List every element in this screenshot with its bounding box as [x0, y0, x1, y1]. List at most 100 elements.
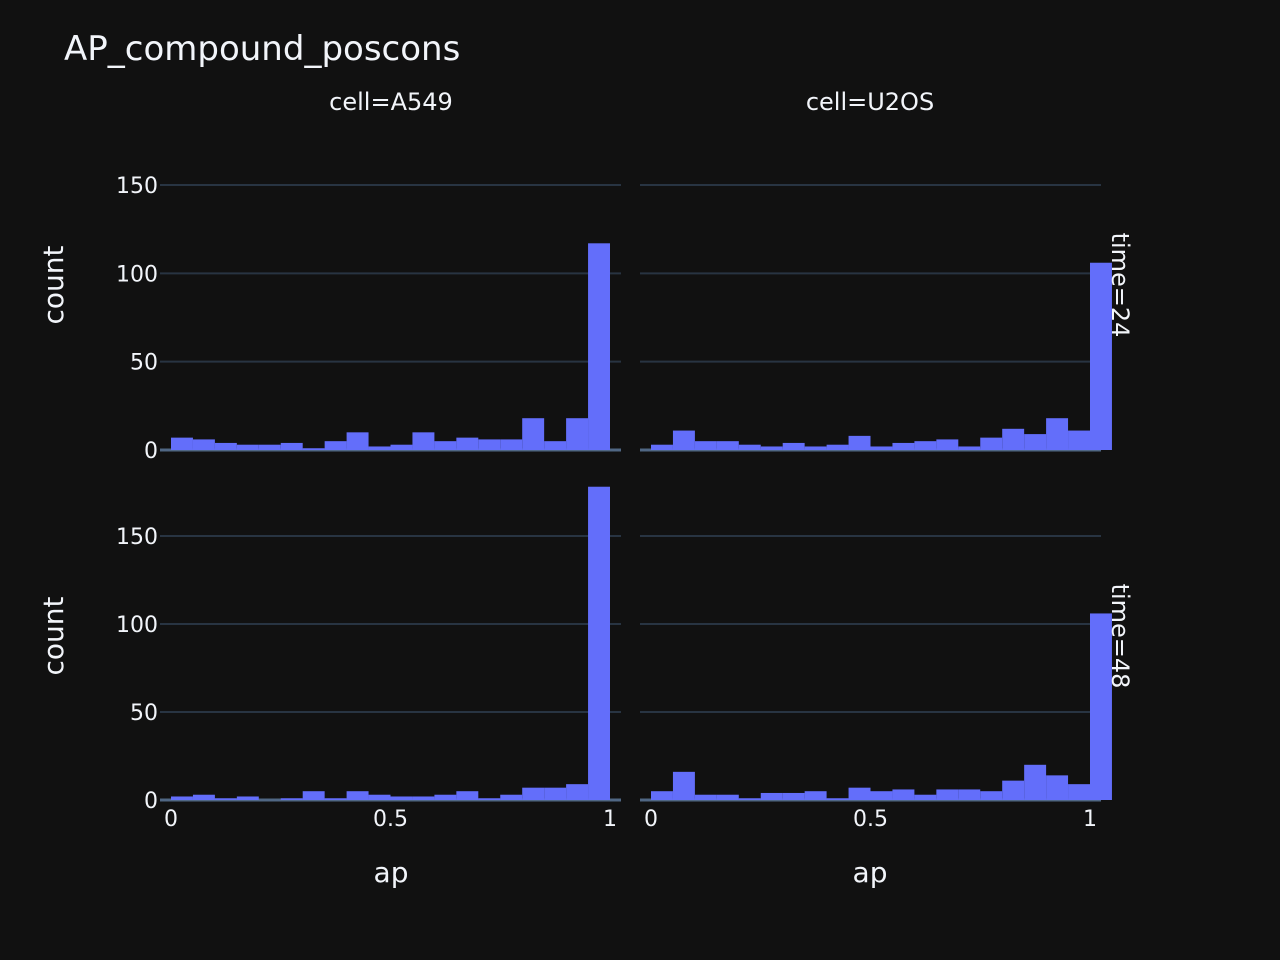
- histogram-bar: [258, 444, 281, 450]
- y-axis-title-bottom: count: [37, 596, 70, 675]
- histogram-bar: [870, 791, 893, 800]
- x-axis-title-left: ap: [374, 856, 409, 889]
- histogram-bar: [456, 791, 479, 800]
- histogram-bar: [1046, 775, 1069, 800]
- histogram-bar: [958, 789, 981, 800]
- histogram-bar: [958, 446, 981, 450]
- panel-a549-time24: 0 50 100 150: [116, 174, 621, 464]
- x-tick-label: 0.5: [373, 807, 408, 832]
- y-tick-label: 0: [144, 439, 158, 464]
- histogram-bar: [566, 418, 589, 450]
- histogram-bar: [302, 448, 325, 450]
- histogram-bar: [192, 439, 215, 450]
- histogram-bar: [672, 771, 695, 800]
- panel-u2os-time48: 0 0.5 1: [640, 535, 1112, 832]
- histogram-bar: [236, 444, 259, 450]
- y-tick-label: 150: [116, 174, 158, 199]
- histogram-bar: [324, 798, 347, 800]
- histogram-bar: [1090, 262, 1112, 450]
- y-tick-label: 0: [144, 789, 158, 814]
- histogram-bar: [368, 446, 391, 450]
- panel-a549-time48: 0 50 100 150 0 0.5 1: [116, 486, 621, 832]
- histogram-bar: [804, 791, 827, 800]
- x-tick-label: 0: [644, 807, 658, 832]
- x-axis-title-right: ap: [853, 856, 888, 889]
- histogram-bar: [980, 437, 1003, 450]
- histogram-bar: [368, 794, 391, 800]
- y-axis-title-top: count: [37, 245, 70, 324]
- histogram-bar: [716, 441, 739, 450]
- histogram-bar: [434, 441, 457, 450]
- histogram-bar: [892, 789, 915, 800]
- histogram-bar: [694, 441, 717, 450]
- histogram-bar: [694, 794, 717, 800]
- histogram-bar: [914, 794, 937, 800]
- histogram-bar: [434, 794, 457, 800]
- histogram-bar: [390, 444, 413, 450]
- histogram-bar: [651, 791, 673, 800]
- histogram-bar: [980, 791, 1003, 800]
- histogram-bar: [171, 437, 193, 450]
- y-tick-label: 100: [116, 613, 158, 638]
- histogram-bar: [1002, 428, 1025, 450]
- y-tick-label: 50: [130, 351, 158, 376]
- histogram-bar: [478, 798, 501, 800]
- histogram-bar: [870, 446, 893, 450]
- chart-title: AP_compound_poscons: [64, 29, 460, 69]
- histogram-bar: [500, 794, 523, 800]
- histogram-bar: [280, 442, 303, 450]
- histogram-bar: [782, 792, 805, 800]
- col-label-u2os: cell=U2OS: [806, 88, 934, 116]
- histogram-bar: [522, 418, 545, 450]
- histogram-bar: [892, 442, 915, 450]
- histogram-bar: [588, 243, 610, 450]
- histogram-bar: [1046, 418, 1069, 450]
- y-tick-label: 100: [116, 262, 158, 287]
- histogram-bar: [280, 798, 303, 800]
- histogram-bar: [346, 791, 369, 800]
- histogram-bar: [1068, 430, 1090, 450]
- histogram-bar: [324, 441, 347, 450]
- x-tick-label: 1: [603, 807, 617, 832]
- histogram-bar: [192, 794, 215, 800]
- histogram-bar: [478, 439, 501, 450]
- y-tick-label: 50: [130, 701, 158, 726]
- x-tick-label: 0: [164, 807, 178, 832]
- histogram-bar: [588, 486, 610, 800]
- y-tick-label: 150: [116, 525, 158, 550]
- row-label-time24: time=24: [1106, 233, 1134, 338]
- histogram-bar: [914, 441, 937, 450]
- histogram-bar: [738, 444, 761, 450]
- histogram-bar: [848, 435, 871, 450]
- histogram-bar: [716, 794, 739, 800]
- histogram-bar: [936, 789, 959, 800]
- histogram-bar: [214, 442, 237, 450]
- histogram-bar: [804, 446, 827, 450]
- histogram-bar: [412, 796, 435, 800]
- histogram-bar: [936, 439, 959, 450]
- histogram-bar: [566, 784, 589, 800]
- histogram-bar: [760, 792, 783, 800]
- histogram-bar: [738, 798, 761, 800]
- histogram-bar: [1090, 613, 1112, 800]
- histogram-bar: [1024, 434, 1047, 450]
- histogram-bar: [236, 796, 259, 800]
- histogram-bar: [1068, 784, 1090, 800]
- histogram-bar: [1024, 764, 1047, 800]
- histogram-bar: [390, 796, 413, 800]
- histogram-bar: [782, 442, 805, 450]
- histogram-bar: [456, 437, 479, 450]
- histogram-bar: [672, 430, 695, 450]
- histogram-bar: [346, 432, 369, 450]
- histogram-bar: [848, 787, 871, 800]
- histogram-bar: [760, 446, 783, 450]
- histogram-bar: [412, 432, 435, 450]
- histogram-bar: [214, 798, 237, 800]
- row-label-time48: time=48: [1106, 584, 1134, 689]
- histogram-bar: [302, 791, 325, 800]
- histogram-bar: [522, 787, 545, 800]
- histogram-bar: [500, 439, 523, 450]
- histogram-bar: [651, 444, 673, 450]
- histogram-bar: [1002, 780, 1025, 800]
- col-label-a549: cell=A549: [329, 88, 453, 116]
